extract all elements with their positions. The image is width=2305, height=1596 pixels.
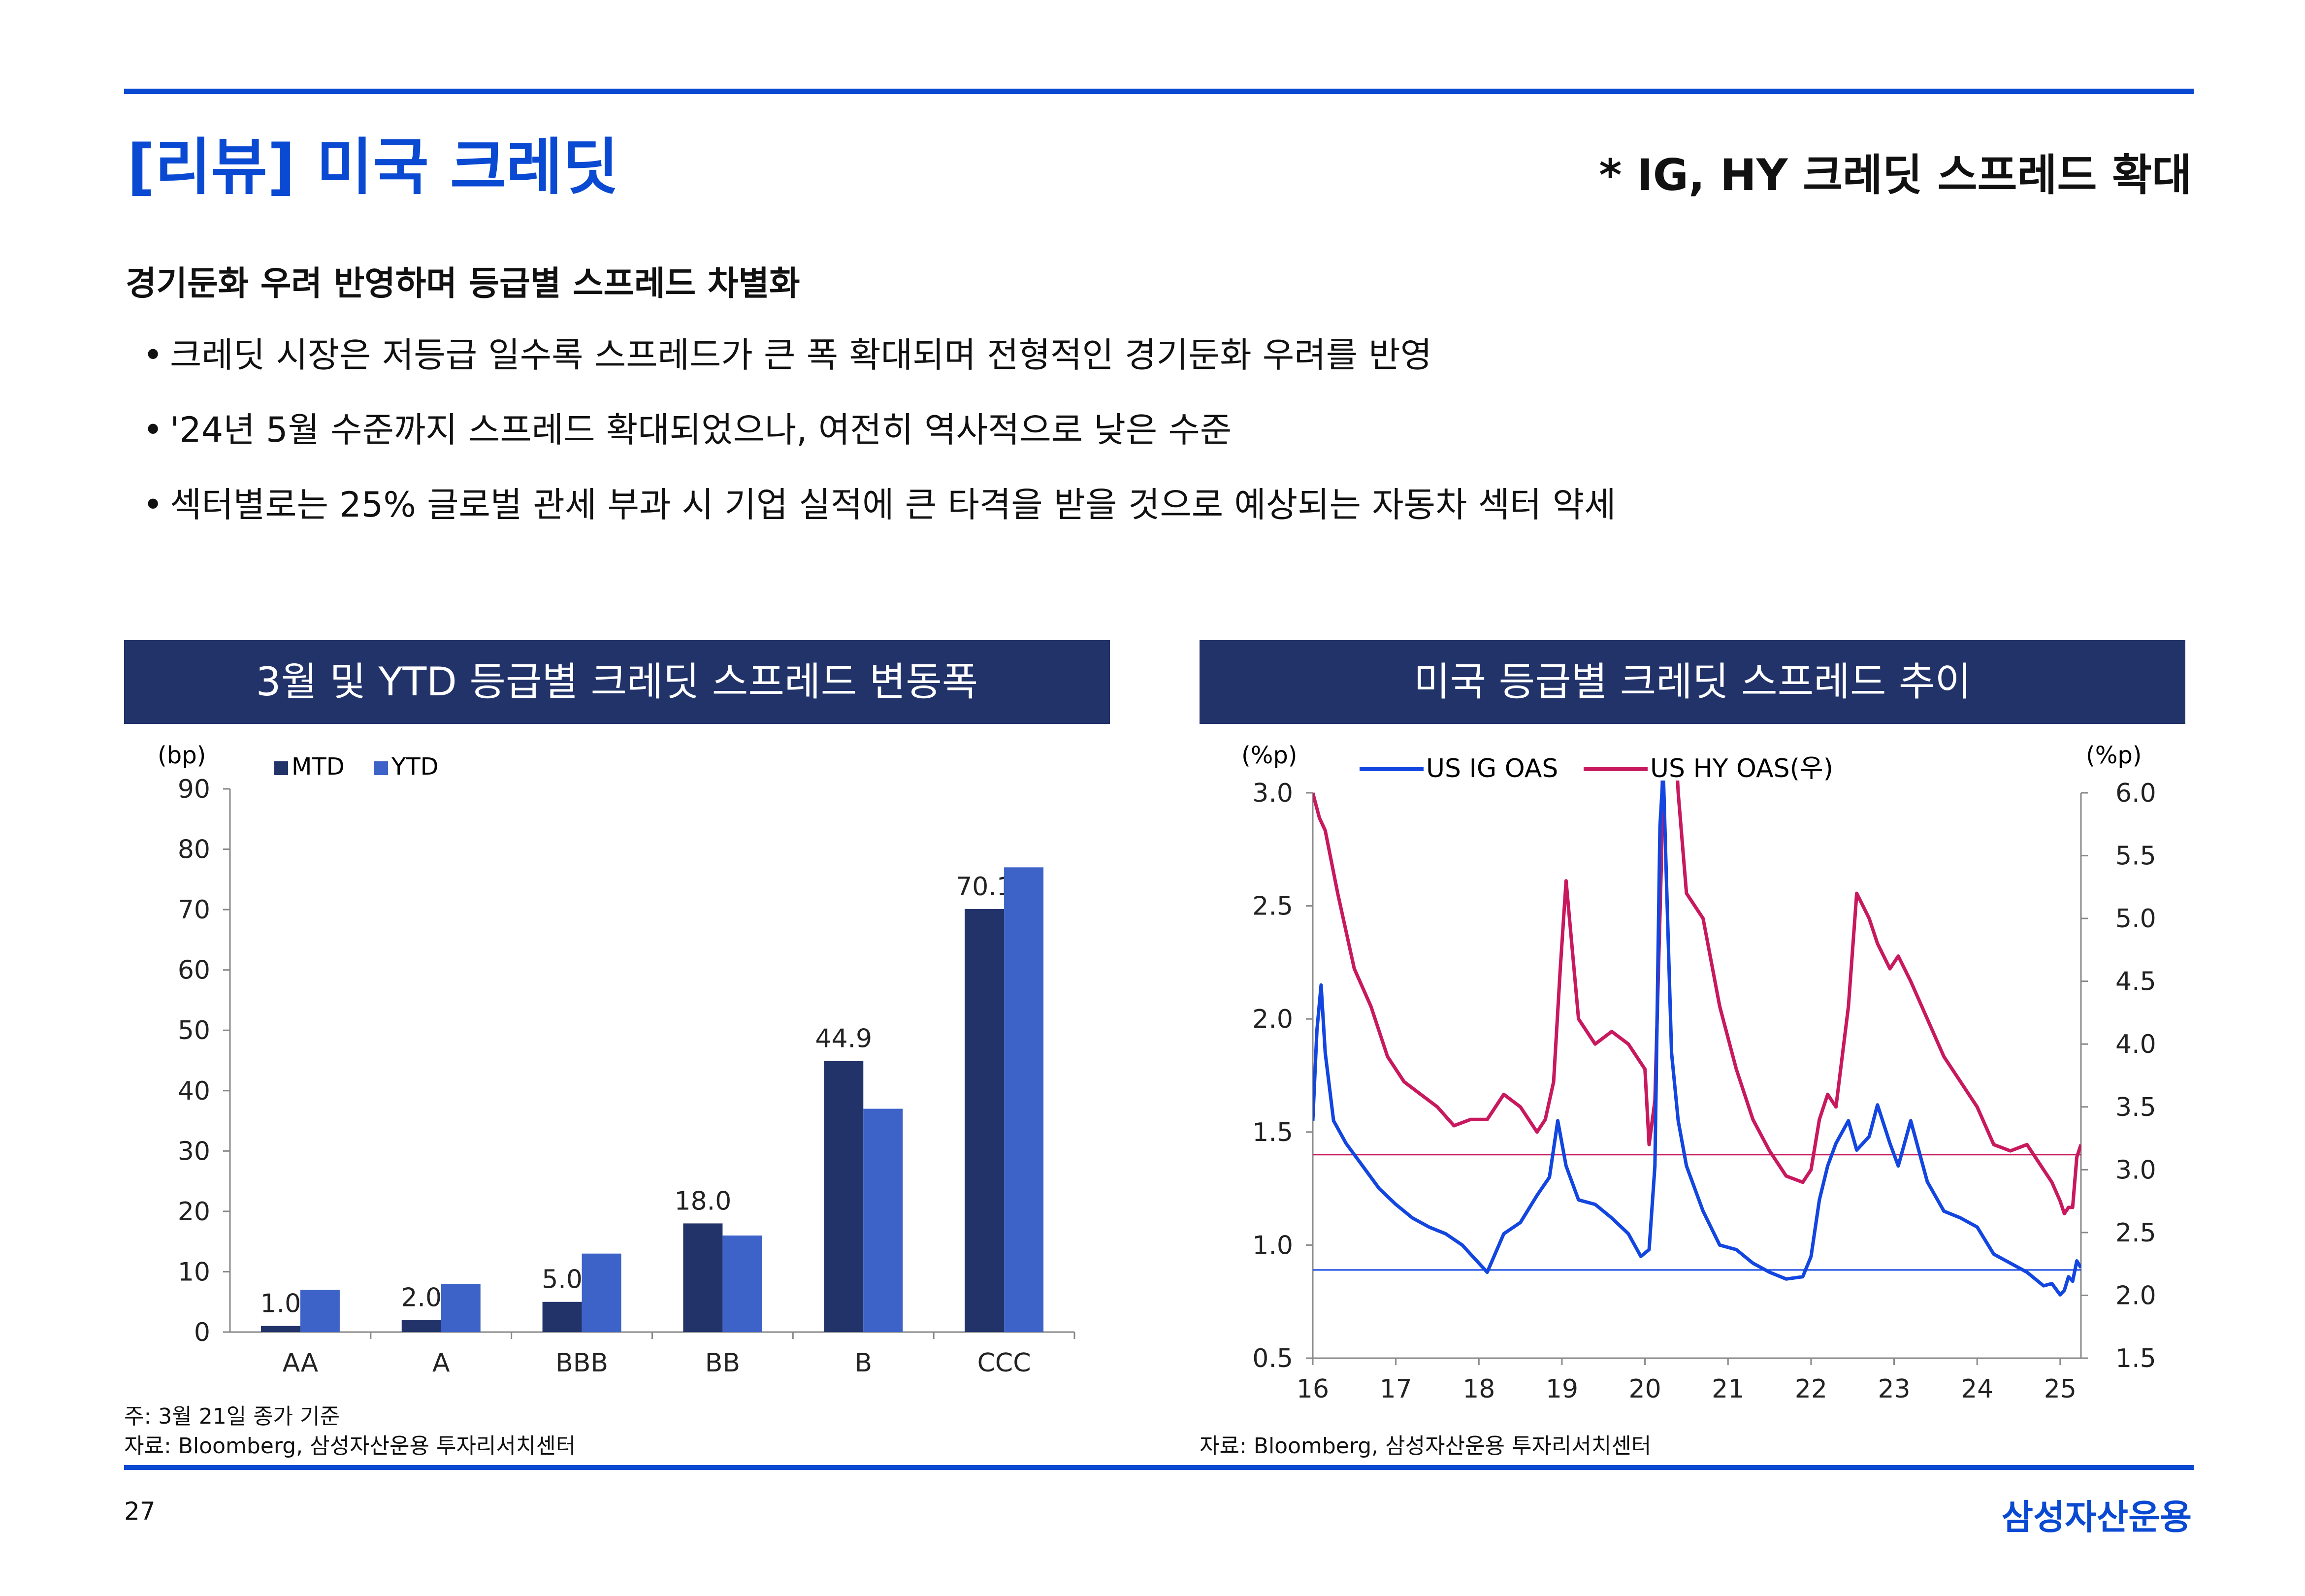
bar-data-label: 2.0	[401, 1283, 442, 1312]
x-tick-label: CCC	[977, 1348, 1031, 1378]
line-legend: US IG OAS US HY OAS(우)	[1360, 754, 1833, 783]
hy-oas-line	[1313, 781, 2081, 1216]
left-source: 자료: Bloomberg, 삼성자산운용 투자리서치센터	[124, 1433, 576, 1459]
bullet-item: • 섹터별로는 25% 글로벌 관세 부과 시 기업 실적에 큰 타격을 받을 것…	[143, 477, 1616, 552]
legend-label-ytd: YTD	[391, 753, 439, 781]
ig-oas-line	[1313, 781, 2081, 1297]
bar-data-label: 44.9	[815, 1024, 872, 1054]
page-number: 27	[124, 1497, 156, 1526]
x-tick-label: A	[432, 1348, 450, 1378]
y-tick-label: 10	[178, 1257, 210, 1287]
top-rule	[124, 89, 2194, 94]
right-tick-label: 1.5	[2115, 1344, 2156, 1373]
page-title: [리뷰] 미국 크레딧	[127, 132, 619, 203]
right-tick-label: 6.0	[2115, 779, 2156, 808]
x-tick-label: B	[854, 1348, 872, 1378]
bullet-dot: •	[143, 410, 163, 450]
line-plot-area: 0.5 1.0 1.5 2.0 2.5 3.0 1.5 2.0 2.5 3.0 3.5 4.0 4.5 5…	[1252, 779, 2156, 1404]
bar-mtd	[824, 1061, 864, 1332]
bar-mtd	[401, 1320, 441, 1332]
bullet-text: '24년 5월 수준까지 스프레드 확대되었으나, 여전히 역사적으로 낮은 수…	[170, 410, 1232, 450]
x-tick-label: 17	[1380, 1374, 1412, 1404]
bar-ytd	[441, 1283, 481, 1332]
right-tick-label: 5.0	[2115, 904, 2156, 934]
x-tick-label: BBB	[555, 1348, 608, 1378]
left-tick-label: 3.0	[1252, 779, 1293, 808]
bar-data-label: 5.0	[542, 1265, 583, 1295]
x-tick-label: 16	[1297, 1374, 1329, 1404]
left-tick-label: 2.0	[1252, 1005, 1293, 1034]
bar-ytd	[863, 1108, 903, 1332]
bar-ytd	[582, 1253, 621, 1332]
y-tick-label: 80	[178, 835, 210, 865]
legend-swatch-mtd	[274, 761, 288, 775]
section-heading: 경기둔화 우려 반영하며 등급별 스프레드 차별화	[126, 264, 800, 303]
brand-logo-text: 삼성자산운용	[2001, 1497, 2192, 1537]
x-tick-label: 22	[1795, 1374, 1827, 1404]
bar-plot-area: 0 10 20 30 40 50 60 70 80 90 AA 1.0 A 2.0 BBB 5.0 BB 18.0…	[178, 775, 1075, 1378]
bullet-text: 섹터별로는 25% 글로벌 관세 부과 시 기업 실적에 큰 타격을 받을 것으…	[170, 485, 1616, 525]
x-tick-label: 19	[1546, 1374, 1578, 1404]
right-panel-title: 미국 등급별 크레딧 스프레드 추이	[1200, 640, 2185, 724]
right-source: 자료: Bloomberg, 삼성자산운용 투자리서치센터	[1200, 1433, 1652, 1459]
x-tick-label: 21	[1712, 1374, 1744, 1404]
bar-data-label: 18.0	[675, 1186, 732, 1216]
bullet-dot: •	[143, 485, 163, 525]
bar-mtd	[683, 1223, 723, 1332]
x-tick-label: 23	[1878, 1374, 1910, 1404]
y-tick-label: 40	[178, 1076, 210, 1106]
bar-mtd	[542, 1302, 582, 1332]
left-footnote: 주: 3월 21일 종가 기준	[124, 1404, 340, 1429]
bottom-rule	[124, 1465, 2194, 1470]
line-chart: (%p) (%p) US IG OAS US HY OAS(우) 0.5 1.0 1…	[1241, 742, 2156, 1404]
legend-swatch-ytd	[374, 761, 388, 775]
bar-mtd	[965, 909, 1005, 1332]
bar-ytd	[300, 1290, 340, 1332]
legend-label-hy: US HY OAS(우)	[1650, 754, 1833, 783]
y-tick-label: 70	[178, 895, 210, 925]
legend-label-mtd: MTD	[292, 753, 345, 781]
page-subtitle: * IG, HY 크레딧 스프레드 확대	[1599, 150, 2192, 200]
legend-label-ig: US IG OAS	[1426, 754, 1558, 783]
bar-chart: (bp) MTD YTD 0 10 20 30 40 50 60 70 80 90 AA 1.0 A 2.…	[158, 742, 1075, 1378]
y-tick-label: 20	[178, 1197, 210, 1227]
bar-data-label: 1.0	[260, 1289, 301, 1319]
y-unit-label: (bp)	[158, 742, 206, 769]
right-axis-unit: (%p)	[2086, 742, 2142, 769]
x-tick-label: 24	[1961, 1374, 1993, 1404]
bullet-dot: •	[143, 335, 163, 375]
left-axis-unit: (%p)	[1241, 742, 1298, 769]
right-tick-label: 4.5	[2115, 967, 2156, 997]
left-tick-label: 0.5	[1252, 1344, 1293, 1373]
right-tick-label: 2.0	[2115, 1281, 2156, 1310]
bar-data-label: 70.1	[956, 872, 1013, 902]
right-tick-label: 3.0	[2115, 1155, 2156, 1185]
x-tick-label: 18	[1462, 1374, 1495, 1404]
left-tick-label: 2.5	[1252, 892, 1293, 921]
bar-ytd	[722, 1235, 762, 1332]
y-tick-label: 60	[178, 956, 210, 985]
x-tick-label: BB	[705, 1348, 740, 1378]
bullet-text: 크레딧 시장은 저등급 일수록 스프레드가 큰 폭 확대되며 전형적인 경기둔화…	[170, 335, 1432, 375]
y-tick-label: 90	[178, 775, 210, 804]
x-tick-label: 20	[1629, 1374, 1661, 1404]
bar-legend: MTD YTD	[274, 753, 439, 781]
right-tick-label: 3.5	[2115, 1093, 2156, 1122]
bullet-list: • 크레딧 시장은 저등급 일수록 스프레드가 큰 폭 확대되며 전형적인 경기둔…	[143, 327, 1616, 552]
y-tick-label: 30	[178, 1137, 210, 1166]
left-tick-label: 1.5	[1252, 1118, 1293, 1147]
right-tick-label: 4.0	[2115, 1030, 2156, 1059]
bullet-item: • 크레딧 시장은 저등급 일수록 스프레드가 큰 폭 확대되며 전형적인 경기둔…	[143, 327, 1616, 402]
bar-mtd	[260, 1326, 300, 1332]
left-panel-title: 3월 및 YTD 등급별 크레딧 스프레드 변동폭	[124, 640, 1110, 724]
right-tick-label: 5.5	[2115, 842, 2156, 871]
right-tick-label: 2.5	[2115, 1218, 2156, 1248]
x-tick-label: 25	[2044, 1374, 2077, 1404]
y-tick-label: 50	[178, 1016, 210, 1045]
left-tick-label: 1.0	[1252, 1231, 1293, 1260]
x-tick-label: AA	[283, 1348, 319, 1378]
y-tick-label: 0	[194, 1318, 210, 1347]
bullet-item: • '24년 5월 수준까지 스프레드 확대되었으나, 여전히 역사적으로 낮은 …	[143, 402, 1616, 477]
bar-ytd	[1004, 867, 1044, 1332]
